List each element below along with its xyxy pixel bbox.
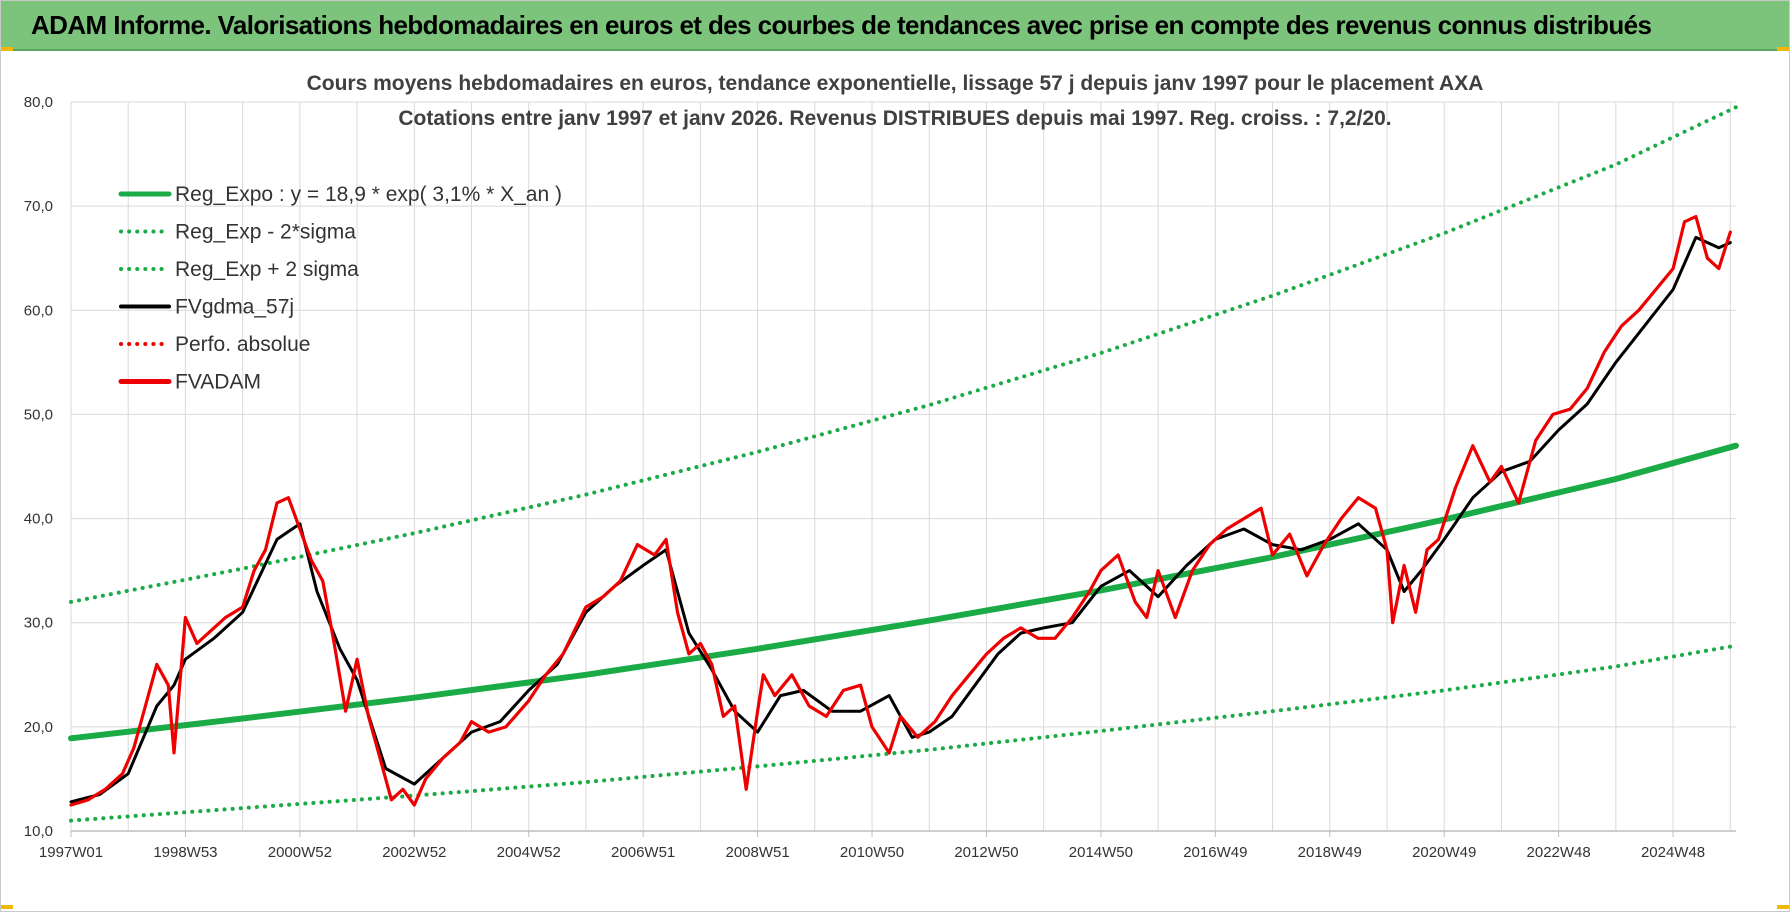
x-tick-label: 2022W48 (1527, 844, 1591, 861)
series-line-0 (68, 442, 1739, 742)
x-tick-label: 2020W49 (1412, 844, 1476, 861)
x-tick-label: 1998W53 (153, 844, 217, 861)
y-tick-label: 20,0 (24, 719, 53, 736)
x-tick-label: 2004W52 (497, 844, 561, 861)
y-tick-label: 50,0 (24, 406, 53, 423)
x-tick-label: 2008W51 (725, 844, 789, 861)
legend-label: Reg_Exp - 2*sigma (175, 221, 356, 244)
legend-label: Reg_Expo : y = 18,9 * exp( 3,1% * X_an ) (175, 183, 562, 206)
series-line-1 (69, 643, 1738, 823)
x-tick-label: 1997W01 (39, 844, 103, 861)
y-tick-label: 30,0 (24, 615, 53, 632)
chart-title: Cours moyens hebdomadaires en euros, ten… (307, 72, 1484, 95)
legend: Reg_Expo : y = 18,9 * exp( 3,1% * X_an )… (118, 183, 562, 394)
legend-label: FVgdma_57j (175, 296, 294, 319)
x-tick-label: 2012W50 (954, 844, 1018, 861)
chart-subtitle: Cotations entre janv 1997 et janv 2026. … (398, 107, 1391, 130)
y-tick-label: 70,0 (24, 198, 53, 215)
corner-marker-bottom-right (1777, 905, 1789, 909)
x-tick-label: 2016W49 (1183, 844, 1247, 861)
x-tick-label: 2010W50 (840, 844, 904, 861)
y-tick-label: 80,0 (24, 94, 53, 111)
series-line-2 (69, 105, 1738, 604)
axes: 10,0 20,0 30,0 40,0 50,0 60,0 70,0 80,0 1997W01 1… (24, 94, 1736, 861)
legend-label: Perfo. absolue (175, 333, 310, 356)
header-banner: ADAM Informe. Valorisations hebdomadaire… (1, 1, 1789, 51)
legend-label: FVADAM (175, 371, 261, 394)
y-tick-label: 10,0 (24, 823, 53, 840)
series-line-5 (69, 215, 1732, 807)
legend-label: Reg_Exp + 2 sigma (175, 258, 359, 281)
corner-marker-bottom-left (1, 905, 13, 909)
x-tick-label: 2006W51 (611, 844, 675, 861)
banner-title: ADAM Informe. Valorisations hebdomadaire… (31, 10, 1652, 40)
y-tick-label: 40,0 (24, 511, 53, 528)
x-tick-label: 2002W52 (382, 844, 446, 861)
corner-marker-top-right (1777, 47, 1789, 51)
series-line-3 (69, 235, 1732, 804)
y-tick-label: 60,0 (24, 302, 53, 319)
x-tick-label: 2000W52 (268, 844, 332, 861)
x-tick-label: 2024W48 (1641, 844, 1705, 861)
chart-svg: 10,0 20,0 30,0 40,0 50,0 60,0 70,0 80,0 1997W01 1… (24, 72, 1739, 861)
corner-marker-top-left (1, 47, 13, 51)
series-lines (68, 105, 1739, 823)
x-tick-label: 2014W50 (1069, 844, 1133, 861)
x-tick-label: 2018W49 (1298, 844, 1362, 861)
